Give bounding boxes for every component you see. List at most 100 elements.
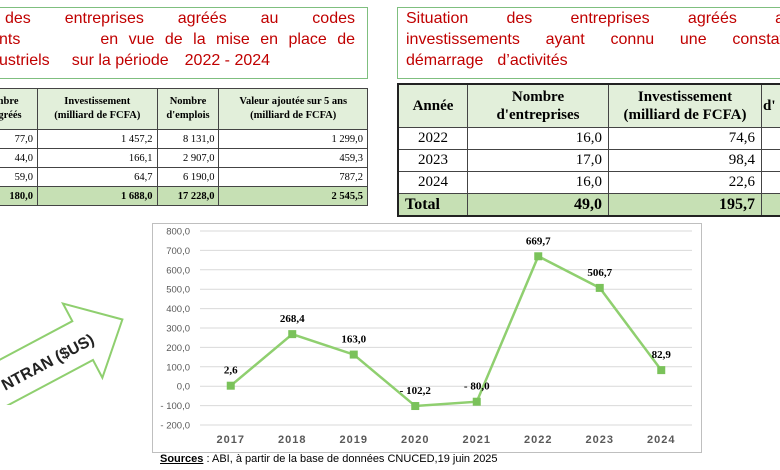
right-title-word: a	[775, 8, 780, 29]
table-cell: 166,1	[37, 148, 158, 168]
data-label: 506,7	[587, 267, 612, 279]
data-label: - 80,0	[464, 381, 490, 393]
x-tick-label: 2020	[401, 434, 429, 446]
column-header: Nombre d'emplois	[156, 88, 220, 130]
y-tick-label: - 200,0	[160, 421, 190, 432]
table-cell: 16,0	[467, 127, 609, 150]
table-row: 2023 17,0 98,4	[397, 149, 780, 172]
table-total-row: 180,0 1 688,0 17 228,0 2 545,5	[0, 186, 368, 206]
source-label: Sources	[160, 453, 204, 465]
table-cell: 49,0	[467, 193, 609, 217]
table-cell: 459,3	[218, 148, 368, 168]
y-tick-label: 100,0	[166, 362, 190, 373]
x-tick-label: 2023	[586, 434, 614, 446]
left-title-word: agréés	[177, 10, 227, 27]
table-cell	[761, 149, 780, 172]
table-cell: 1 457,2	[37, 129, 158, 149]
table-cell: 1 688,0	[37, 186, 158, 206]
table-cell: 6 190,0	[156, 167, 220, 187]
y-tick-label: 600,0	[166, 265, 190, 276]
data-point	[411, 402, 420, 411]
y-tick-label: 300,0	[166, 324, 190, 335]
right-title-line-1: Situation des entreprises agréés a	[398, 8, 780, 29]
y-tick-label: 200,0	[166, 343, 190, 354]
table-cell: 8 131,0	[156, 129, 220, 149]
source-text: : ABI, à partir de la base de données CN…	[203, 453, 498, 465]
left-title-word: en vue de la mise en place de	[100, 31, 355, 48]
table-cell: 195,7	[608, 193, 762, 217]
table-cell: 17,0	[467, 149, 609, 172]
right-title-word: ayant	[545, 31, 585, 48]
data-point	[349, 350, 358, 359]
data-point	[226, 381, 235, 390]
left-title-word: sur la période	[71, 52, 169, 69]
left-data-table: ombre s agréés Investissement (milliard …	[0, 88, 368, 206]
x-tick-label: 2018	[278, 434, 306, 446]
data-label: 2,6	[224, 365, 238, 377]
table-cell: 2023	[397, 149, 468, 172]
series-line	[229, 254, 663, 408]
right-title-box: Situation des entreprises agréés a inves…	[397, 7, 780, 79]
y-tick-label: 700,0	[166, 246, 190, 257]
right-title-word: investissements	[406, 31, 520, 48]
right-title-word: connu	[610, 31, 655, 48]
x-tick-label: 2019	[340, 434, 368, 446]
column-header: Investissement (milliard de FCFA)	[608, 83, 762, 128]
table-cell: 2 907,0	[156, 148, 220, 168]
chart-gridlines	[200, 230, 692, 426]
column-header: d'	[761, 83, 780, 128]
arrow-shape	[0, 301, 124, 405]
table-cell: 180,0	[0, 186, 38, 206]
left-title-word: des	[5, 10, 31, 27]
right-title-word: constat	[732, 31, 780, 48]
left-title-word: au	[260, 10, 279, 27]
data-label: 163,0	[341, 334, 366, 346]
data-label: 268,4	[280, 313, 305, 325]
x-tick-label: 2021	[463, 434, 491, 446]
table-header-row: Année Nombre d'entreprises Investissemen…	[397, 83, 780, 128]
table-cell: 77,0	[0, 129, 38, 149]
table-cell	[761, 127, 780, 150]
left-title-box: des entreprises agréés au codes nts en v…	[0, 7, 368, 79]
table-cell: 2024	[397, 171, 468, 194]
table-cell: 74,6	[608, 127, 762, 150]
chart-series	[226, 252, 666, 411]
table-row: 77,0 1 457,2 8 131,0 1 299,0	[0, 129, 368, 149]
left-title-word: entreprises	[64, 10, 144, 27]
table-cell: 2 545,5	[218, 186, 368, 206]
data-point	[657, 366, 666, 375]
line-chart: 800,0 700,0 600,0 500,0 400,0 300,0 200,0 100,0…	[160, 227, 692, 446]
y-tick-label: 0,0	[177, 382, 190, 393]
right-data-table: Année Nombre d'entreprises Investissemen…	[397, 83, 780, 217]
left-title-word: codes	[312, 10, 355, 27]
table-cell: 98,4	[608, 149, 762, 172]
right-title-word: agréés	[687, 10, 737, 27]
table-cell	[761, 193, 780, 217]
table-cell: 787,2	[218, 167, 368, 187]
y-tick-label: - 100,0	[160, 401, 190, 412]
right-title-line-2: investissements ayant connu une constat	[398, 29, 780, 50]
table-cell	[761, 171, 780, 194]
left-title-word: ustriels	[0, 52, 50, 69]
direction-arrow: NTRAN ($US)	[0, 301, 124, 405]
column-header: Année	[397, 83, 468, 128]
y-tick-label: 800,0	[166, 227, 190, 238]
right-title-word: entreprises	[570, 10, 650, 27]
right-title-line-3: démarrage d’activités	[398, 50, 780, 71]
table-cell: 22,6	[608, 171, 762, 194]
left-title-line-1: des entreprises agréés au codes	[0, 8, 367, 29]
left-title-word: nts	[0, 31, 21, 48]
x-tick-label: 2017	[217, 434, 245, 446]
y-tick-label: 400,0	[166, 304, 190, 315]
x-axis-ticks: 2017 2018 2019 2020 2021 2022 2023 2024	[217, 434, 675, 446]
x-tick-label: 2022	[524, 434, 552, 446]
data-label: - 102,2	[400, 385, 432, 397]
table-cell: 16,0	[467, 171, 609, 194]
data-point	[534, 252, 543, 261]
x-tick-label: 2024	[647, 434, 675, 446]
table-cell: 44,0	[0, 148, 38, 168]
right-title-word: une	[679, 31, 707, 48]
right-title-word: des	[506, 10, 533, 27]
left-title-line-2: nts en vue de la mise en place de	[0, 29, 367, 50]
source-note: Sources : ABI, à partir de la base de do…	[160, 453, 498, 465]
